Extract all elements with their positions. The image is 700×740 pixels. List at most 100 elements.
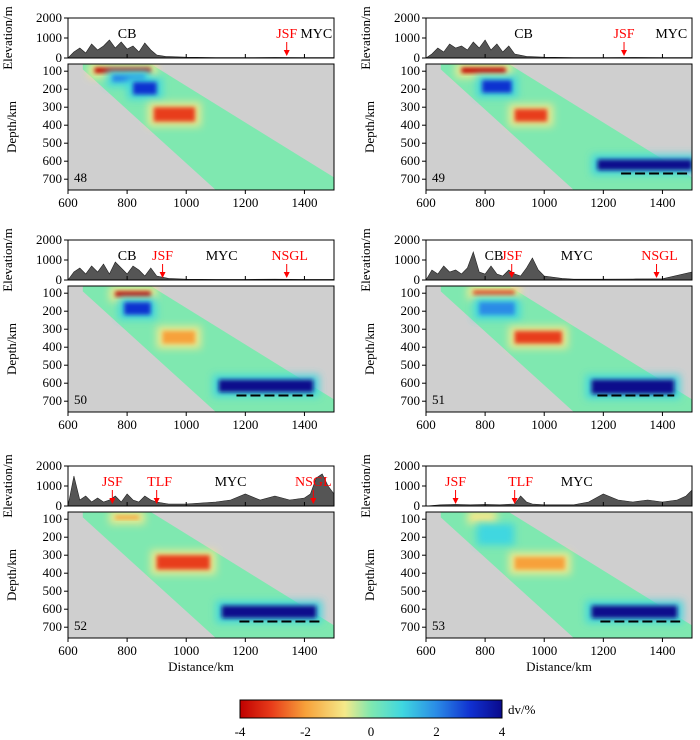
place-label: NSGL [641,249,678,264]
velocity-anomaly [482,528,509,541]
depth-axis-label: Depth/km [362,549,377,601]
colorbar: -4 -2 0 2 4 dv/% [235,699,536,739]
distance-tick-label: 800 [117,643,137,658]
colorbar-tick-label: 0 [368,724,375,739]
distance-tick-label: 1000 [173,417,199,432]
depth-tick-label: 700 [401,393,421,408]
distance-tick-label: 1400 [649,417,675,432]
distance-tick-label: 800 [475,643,495,658]
anomaly-layer [440,64,692,190]
fault-arrow-head [310,498,317,504]
velocity-section: 100 200 300 400 500 600 700 600 800 1000 1200 1400 D… [4,511,335,674]
place-label: CB [118,249,137,264]
distance-tick-label: 1400 [291,643,317,658]
panel-number: 53 [432,618,445,633]
depth-tick-label: 300 [401,547,421,562]
depth-axis-label: Depth/km [362,323,377,375]
colorbar-tick-label: -4 [235,724,246,739]
velocity-anomaly [514,557,565,570]
velocity-anomaly [482,80,512,93]
depth-frame [67,511,335,639]
velocity-anomaly [479,302,515,315]
depth-tick-label: 300 [401,99,421,114]
place-label: MYC [561,249,593,264]
panel-52: 2000 1000 0 Elevation/m JSF TLF MYC NSGL 100 200 3… [0,454,335,674]
place-label: TLF [508,475,533,490]
depth-frame [67,63,335,191]
depth-frame [425,285,693,413]
elevation-tick-label: 2000 [394,10,420,25]
panel-number: 51 [432,392,445,407]
velocity-anomaly [218,379,314,393]
anomaly-layer [82,64,334,190]
depth-tick-label: 400 [43,339,63,354]
panel-50: 2000 1000 0 Elevation/m CB JSF MYC NSGL 100 200 30… [0,228,335,432]
distance-tick-label: 1200 [232,417,258,432]
velocity-anomaly [221,605,317,619]
distance-tick-label: 800 [117,417,137,432]
depth-tick-label: 100 [43,63,63,78]
place-label: NSGL [295,475,332,490]
fault-arrow-head [452,498,459,504]
colorbar-tick-label: -2 [300,724,311,739]
velocity-anomaly [115,291,151,297]
elevation-tick-label: 2000 [36,10,62,25]
elevation-tick-label: 1000 [394,252,420,267]
depth-tick-label: 700 [43,393,63,408]
elevation-tick-label: 1000 [36,252,62,267]
depth-tick-label: 500 [401,583,421,598]
distance-tick-label: 600 [58,417,78,432]
place-label: MYC [206,249,238,264]
distance-tick-label: 1400 [649,643,675,658]
depth-tick-label: 500 [43,357,63,372]
depth-tick-label: 400 [43,565,63,580]
place-label: JSF [501,249,522,264]
distance-axis-label: Distance/km [526,659,592,674]
depth-tick-label: 200 [401,303,421,318]
place-label: CB [485,249,504,264]
velocity-anomaly [153,107,196,122]
anomaly-layer [440,286,692,412]
elevation-profile: 2000 1000 0 Elevation/m CB JSF MYC [0,6,335,70]
velocity-anomaly [133,82,157,95]
velocity-anomaly [115,515,139,520]
distance-tick-label: 1400 [291,195,317,210]
terrain-profile [425,39,693,59]
terrain-profile [67,473,335,507]
place-label: JSF [276,27,297,42]
panel-number: 52 [74,618,87,633]
panel-53: 2000 1000 0 Elevation/m JSF TLF MYC 100 200 300 40… [358,454,693,674]
depth-tick-label: 600 [43,375,63,390]
velocity-anomaly [514,331,562,344]
colorbar-tick-label: 4 [499,724,506,739]
colorbar-tick-label: 2 [433,724,440,739]
distance-tick-label: 1000 [173,643,199,658]
depth-tick-label: 500 [401,135,421,150]
depth-frame [67,285,335,413]
place-label: MYC [300,27,332,42]
terrain-profile [67,261,335,281]
distance-tick-label: 1400 [649,195,675,210]
depth-tick-label: 100 [43,285,63,300]
elevation-tick-label: 2000 [394,458,420,473]
depth-tick-label: 600 [43,153,63,168]
place-label: MYC [561,475,593,490]
fault-arrow-head [621,50,628,56]
depth-tick-label: 600 [401,153,421,168]
distance-tick-label: 1000 [531,417,557,432]
distance-axis-label: Distance/km [168,659,234,674]
velocity-anomaly [514,109,548,122]
velocity-anomaly [473,515,492,520]
distance-tick-label: 1200 [232,643,258,658]
anomaly-layer [82,286,334,412]
distance-tick-label: 1200 [232,195,258,210]
depth-tick-label: 300 [43,99,63,114]
terrain-profile [425,489,693,507]
depth-axis-label: Depth/km [4,323,19,375]
elevation-tick-label: 0 [414,498,421,513]
distance-tick-label: 600 [416,195,436,210]
velocity-anomaly [124,302,151,315]
velocity-anomaly [461,67,506,73]
